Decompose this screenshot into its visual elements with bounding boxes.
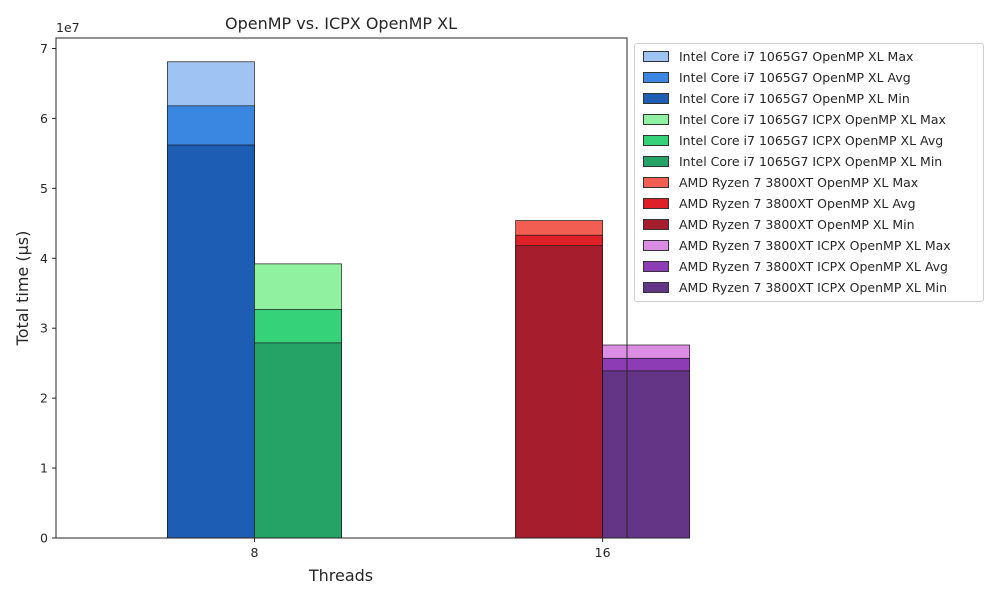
x-ticks: 8 16 xyxy=(250,538,611,560)
legend-item: AMD Ryzen 7 3800XT ICPX OpenMP XL Max xyxy=(635,235,983,256)
legend-label: AMD Ryzen 7 3800XT ICPX OpenMP XL Avg xyxy=(679,259,948,274)
legend-label: AMD Ryzen 7 3800XT ICPX OpenMP XL Max xyxy=(679,238,951,253)
legend-swatch xyxy=(643,240,669,251)
x-tick-label: 16 xyxy=(595,545,611,560)
legend: Intel Core i7 1065G7 OpenMP XL Max Intel … xyxy=(634,43,984,302)
legend-label: AMD Ryzen 7 3800XT ICPX OpenMP XL Min xyxy=(679,280,948,295)
legend-item: AMD Ryzen 7 3800XT OpenMP XL Max xyxy=(635,172,983,193)
legend-item: Intel Core i7 1065G7 OpenMP XL Avg xyxy=(635,67,983,88)
legend-swatch xyxy=(643,177,669,188)
bars-layer xyxy=(167,61,691,539)
legend-swatch xyxy=(643,135,669,146)
bar-amd-ryzen-7-3800xt-openmp-xl-min-16 xyxy=(515,245,603,539)
y-tick-label: 1 xyxy=(40,461,48,476)
legend-item: Intel Core i7 1065G7 OpenMP XL Min xyxy=(635,88,983,109)
legend-swatch xyxy=(643,51,669,62)
legend-label: Intel Core i7 1065G7 OpenMP XL Min xyxy=(679,91,910,106)
x-axis-label: Threads xyxy=(308,566,373,585)
legend-item: Intel Core i7 1065G7 ICPX OpenMP XL Avg xyxy=(635,130,983,151)
legend-item: AMD Ryzen 7 3800XT OpenMP XL Min xyxy=(635,214,983,235)
legend-item: AMD Ryzen 7 3800XT ICPX OpenMP XL Avg xyxy=(635,256,983,277)
legend-label: AMD Ryzen 7 3800XT OpenMP XL Avg xyxy=(679,196,916,211)
legend-swatch xyxy=(643,219,669,230)
y-axis-label: Total time (µs) xyxy=(13,231,32,347)
legend-label: AMD Ryzen 7 3800XT OpenMP XL Max xyxy=(679,175,919,190)
y-tick-label: 2 xyxy=(40,391,48,406)
legend-swatch xyxy=(643,282,669,293)
legend-label: Intel Core i7 1065G7 ICPX OpenMP XL Avg xyxy=(679,133,944,148)
legend-swatch xyxy=(643,72,669,83)
plot-frame xyxy=(55,37,628,539)
legend-swatch xyxy=(643,261,669,272)
legend-label: Intel Core i7 1065G7 OpenMP XL Avg xyxy=(679,70,911,85)
legend-swatch xyxy=(643,156,669,167)
legend-swatch xyxy=(643,93,669,104)
y-ticks: 0 1 2 3 4 5 6 7 xyxy=(40,41,56,546)
legend-swatch xyxy=(643,114,669,125)
chart-title: OpenMP vs. ICPX OpenMP XL xyxy=(225,14,457,33)
bar-amd-ryzen-7-3800xt-icpx-openmp-xl-min-16 xyxy=(602,370,691,539)
legend-label: AMD Ryzen 7 3800XT OpenMP XL Min xyxy=(679,217,915,232)
legend-swatch xyxy=(643,198,669,209)
bar-intel-core-i7-1065g7-openmp-xl-min-8 xyxy=(167,144,255,539)
y-tick-label: 5 xyxy=(40,181,48,196)
y-tick-label: 3 xyxy=(40,321,48,336)
legend-item: Intel Core i7 1065G7 OpenMP XL Max xyxy=(635,46,983,67)
y-tick-label: 6 xyxy=(40,111,48,126)
bar-intel-core-i7-1065g7-icpx-openmp-xl-min-8 xyxy=(254,342,342,539)
legend-label: Intel Core i7 1065G7 ICPX OpenMP XL Min xyxy=(679,154,943,169)
y-scale-label: 1e7 xyxy=(56,20,80,35)
legend-label: Intel Core i7 1065G7 OpenMP XL Max xyxy=(679,49,914,64)
y-tick-label: 7 xyxy=(40,41,48,56)
legend-item: Intel Core i7 1065G7 ICPX OpenMP XL Max xyxy=(635,109,983,130)
legend-item: AMD Ryzen 7 3800XT ICPX OpenMP XL Min xyxy=(635,277,983,298)
legend-item: AMD Ryzen 7 3800XT OpenMP XL Avg xyxy=(635,193,983,214)
y-tick-label: 0 xyxy=(40,531,48,546)
legend-label: Intel Core i7 1065G7 ICPX OpenMP XL Max xyxy=(679,112,946,127)
y-tick-label: 4 xyxy=(40,251,48,266)
legend-item: Intel Core i7 1065G7 ICPX OpenMP XL Min xyxy=(635,151,983,172)
x-tick-label: 8 xyxy=(250,545,258,560)
